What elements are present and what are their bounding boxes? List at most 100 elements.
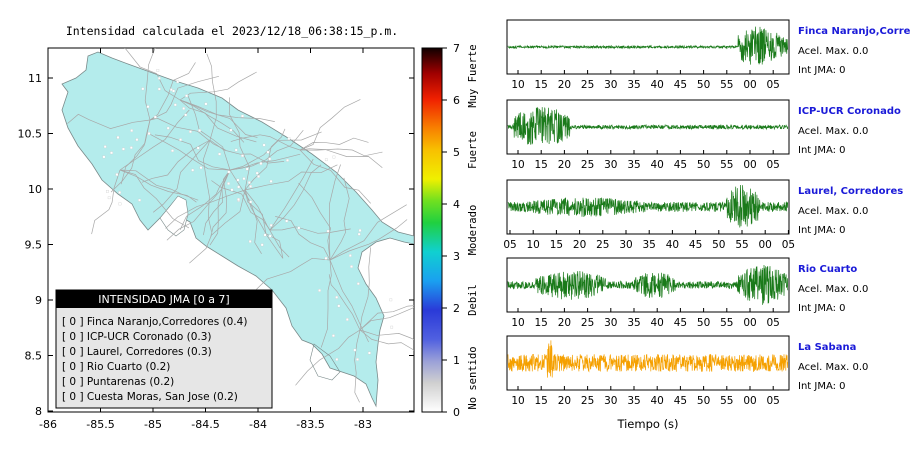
colorbar-tick-label: 4 (453, 198, 460, 211)
legend-box (55, 289, 273, 409)
waveform-xlabel: Tiempo (s) (616, 417, 678, 431)
road-line (91, 169, 121, 235)
road-line (329, 177, 350, 261)
town-marker (189, 130, 192, 134)
town-marker (348, 254, 352, 257)
road-line (244, 189, 290, 258)
road-line (179, 169, 231, 230)
town-marker (157, 87, 161, 91)
town-marker (169, 88, 173, 92)
road-line (299, 99, 361, 151)
town-marker (335, 295, 339, 299)
road-line (228, 97, 250, 191)
waveform-tick-label: 10 (511, 79, 524, 91)
town-marker (260, 243, 264, 247)
waveform-tick-label: 45 (674, 79, 687, 91)
waveform-tick-label: 50 (697, 317, 710, 329)
colorbar-labels: Muy Fuerte Fuerte Moderado Debil No sentido (467, 44, 479, 409)
station-name: Laurel, Corredores (798, 186, 903, 197)
road-line (244, 189, 284, 259)
road-line (230, 134, 301, 151)
waveform-panels: 10 15 20 25 30 35 40 45 50 55 00 05 Finca Naranjo,Co… (503, 19, 910, 407)
town-marker (297, 226, 301, 230)
road-line (67, 113, 151, 129)
waveform-tick-label: 10 (511, 317, 524, 329)
map-x-tick-label: -84.5 (191, 418, 219, 431)
town-marker (249, 200, 253, 204)
station-accel: Acel. Max. 0.0 (798, 206, 868, 217)
waveform-trace (507, 184, 789, 228)
town-marker (255, 171, 259, 175)
road-line (244, 164, 338, 191)
town-markers (102, 69, 394, 361)
map-y-axis: 11 10.5 10 9.5 9 8.5 8 (18, 72, 414, 418)
town-marker (172, 89, 175, 93)
road-line (256, 257, 331, 290)
waveform-tick-label: 15 (550, 239, 563, 251)
station-jma: Int JMA: 0 (798, 145, 846, 156)
waveform-panel: 05 10 15 20 25 30 35 40 45 50 55 00 05 Laurel, Corred… (503, 179, 903, 251)
town-marker (242, 177, 246, 181)
waveform-tick-label: 50 (697, 79, 710, 91)
gulf-of-nicoya (159, 195, 189, 237)
town-marker (130, 129, 134, 132)
map-x-tick-label: -85 (144, 418, 162, 431)
town-marker (237, 185, 241, 189)
waveform-tick-label: 20 (558, 79, 571, 91)
colorbar-ticks: 7 6 5 4 3 2 1 0 (442, 42, 460, 419)
waveform-tick-label: 35 (627, 395, 640, 407)
town-marker (234, 148, 238, 152)
map-x-tick-label: -84 (249, 418, 267, 431)
map-x-tick-label: -83.5 (296, 418, 324, 431)
town-marker (358, 229, 362, 232)
colorbar-tick-label: 7 (453, 42, 460, 55)
osa-inset-coast (309, 343, 341, 381)
waveform-tick-label: 30 (619, 239, 632, 251)
town-marker (263, 233, 267, 237)
town-marker (230, 188, 234, 192)
map-y-tick-label: 10.5 (18, 128, 43, 141)
waveform-tick-label: 40 (651, 317, 664, 329)
town-marker (324, 158, 328, 162)
map-x-tick-label: -86 (39, 418, 57, 431)
town-marker (153, 115, 157, 119)
town-marker (266, 150, 270, 154)
waveform-tick-label: 40 (651, 395, 664, 407)
road-line (149, 117, 226, 151)
town-marker (204, 102, 208, 106)
road-line (329, 164, 341, 261)
town-marker (332, 155, 336, 159)
waveform-tick-label: 00 (743, 395, 756, 407)
waveform-tick-label: 05 (767, 159, 780, 171)
waveform-tick-label: 20 (558, 159, 571, 171)
road-line (166, 169, 231, 241)
town-marker (262, 143, 266, 147)
waveform-tick-label: 35 (627, 159, 640, 171)
town-marker (236, 178, 240, 182)
town-marker (227, 170, 231, 174)
waveform-trace (507, 106, 789, 145)
waveform-tick-label: 45 (674, 317, 687, 329)
town-marker (257, 175, 260, 178)
road-line (298, 182, 331, 261)
waveform-trace (507, 340, 789, 378)
town-marker (368, 351, 371, 355)
waveform-tick-label: 05 (767, 395, 780, 407)
station-accel: Acel. Max. 0.0 (798, 126, 868, 137)
road-line (359, 329, 414, 340)
waveform-tick-label: 50 (712, 239, 725, 251)
town-marker (337, 304, 341, 308)
town-marker (184, 113, 188, 117)
map-y-tick-label: 9.5 (25, 239, 43, 252)
colorbar-label: Muy Fuerte (467, 44, 479, 107)
station-jma: Int JMA: 0 (798, 65, 846, 76)
town-marker (103, 145, 107, 149)
waveform-tick-label: 55 (720, 317, 733, 329)
road-line (299, 148, 383, 168)
road-line (149, 75, 219, 121)
road-line (359, 329, 414, 351)
town-marker (353, 348, 357, 352)
town-marker (141, 87, 145, 91)
town-marker (241, 154, 244, 158)
